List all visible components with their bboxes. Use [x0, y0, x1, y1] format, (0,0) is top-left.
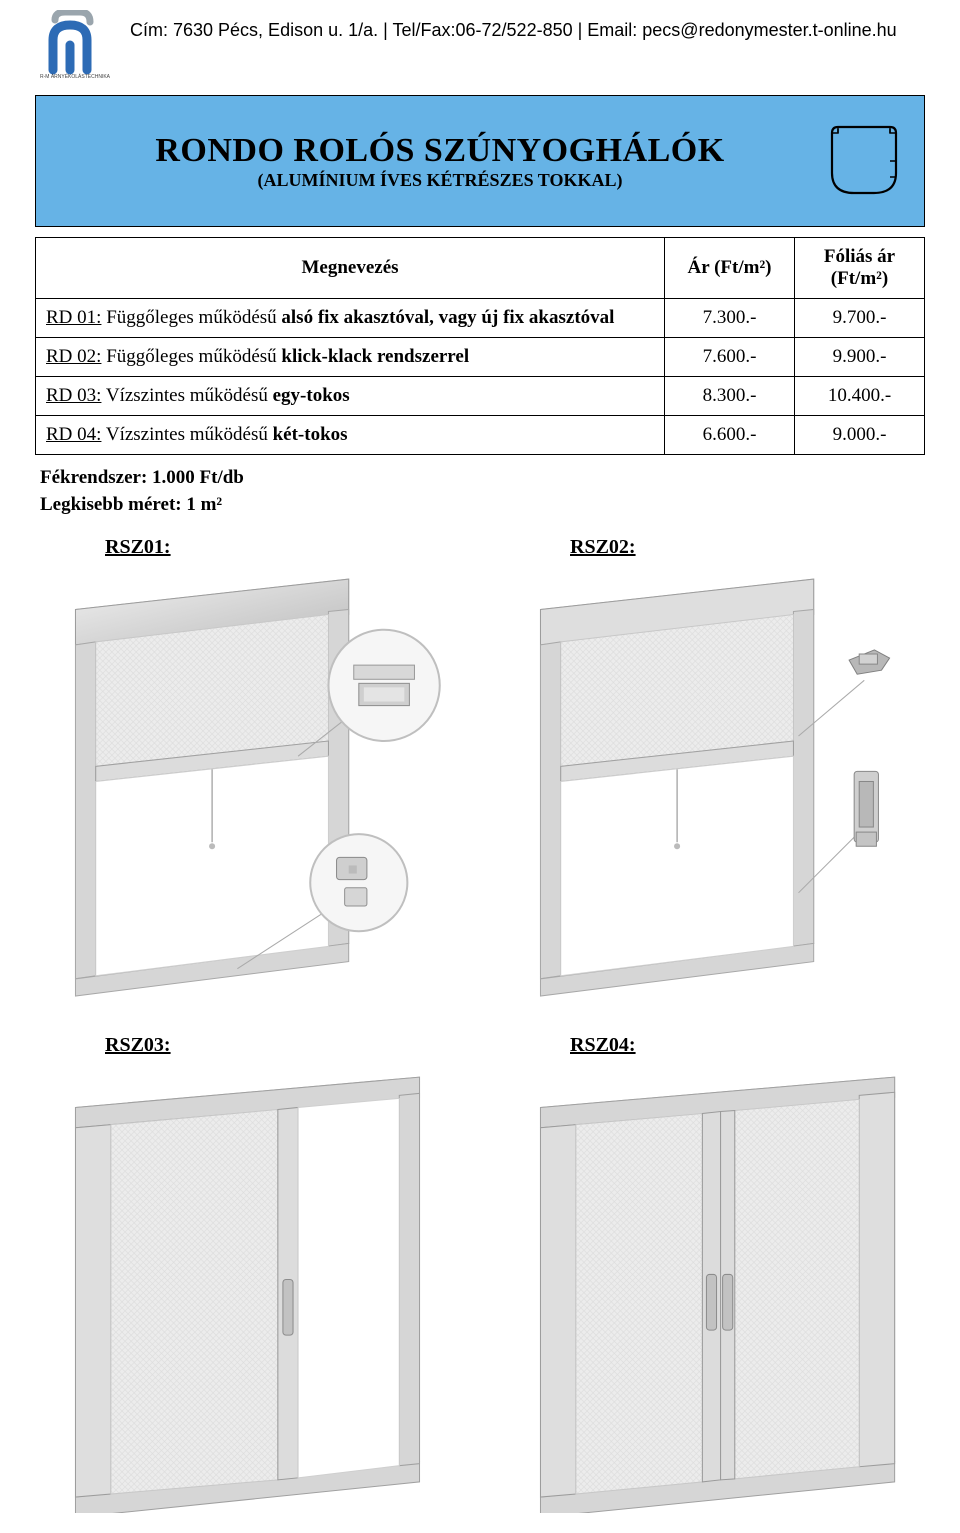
col-header-price: Ár (Ft/m²) — [665, 238, 795, 299]
row-name: RD 03: Vízszintes működésű egy-tokos — [36, 377, 665, 416]
row-code: RD 04: — [46, 424, 101, 445]
svg-text:R-M ÁRNYÉKOLÁSTECHNIKA: R-M ÁRNYÉKOLÁSTECHNIKA — [40, 73, 111, 80]
table-row: RD 01: Függőleges működésű alsó fix akas… — [36, 299, 925, 338]
row-name: RD 01: Függőleges működésű alsó fix akas… — [36, 299, 665, 338]
row-name: RD 04: Vízszintes működésű két-tokos — [36, 416, 665, 455]
row-desc-prefix: Vízszintes működésű — [101, 385, 272, 406]
row-desc-bold: egy-tokos — [273, 385, 350, 406]
drawing-rsz03: RSZ03: — [35, 1034, 460, 1512]
row-price: 7.300.- — [665, 299, 795, 338]
row-desc-bold: klick-klack rendszerrel — [281, 346, 469, 367]
drawing-rsz04: RSZ04: — [500, 1034, 925, 1512]
price-table: Megnevezés Ár (Ft/m²) Fóliás ár (Ft/m²) … — [35, 237, 925, 455]
row-price: 8.300.- — [665, 377, 795, 416]
table-row: RD 03: Vízszintes működésű egy-tokos8.30… — [36, 377, 925, 416]
col-header-foil: Fóliás ár (Ft/m²) — [795, 238, 925, 299]
row-price: 7.600.- — [665, 338, 795, 377]
notes-block: Fékrendszer: 1.000 Ft/db Legkisebb méret… — [40, 465, 925, 518]
company-logo: R-M ÁRNYÉKOLÁSTECHNIKA — [35, 10, 115, 80]
drawing-label: RSZ04: — [570, 1034, 925, 1057]
row-code: RD 03: — [46, 385, 101, 406]
row-foil-price: 9.000.- — [795, 416, 925, 455]
row-code: RD 01: — [46, 307, 101, 328]
row-foil-price: 9.700.- — [795, 299, 925, 338]
table-row: RD 04: Vízszintes működésű két-tokos6.60… — [36, 416, 925, 455]
drawing-rsz01: RSZ01: — [35, 536, 460, 1004]
note-legkisebb: Legkisebb méret: 1 m² — [40, 492, 925, 519]
note-fekrendszer: Fékrendszer: 1.000 Ft/db — [40, 465, 925, 492]
profile-cross-section-icon — [824, 121, 904, 201]
row-desc-bold: két-tokos — [273, 424, 348, 445]
drawing-label: RSZ01: — [105, 536, 460, 559]
col-header-name: Megnevezés — [36, 238, 665, 299]
banner-title: RONDO ROLÓS SZÚNYOGHÁLÓK — [56, 132, 824, 170]
title-banner: RONDO ROLÓS SZÚNYOGHÁLÓK (ALUMÍNIUM ÍVES… — [35, 95, 925, 227]
drawing-label: RSZ02: — [570, 536, 925, 559]
drawings-grid: RSZ01: — [35, 536, 925, 1512]
row-foil-price: 10.400.- — [795, 377, 925, 416]
row-code: RD 02: — [46, 346, 101, 367]
contact-line: Cím: 7630 Pécs, Edison u. 1/a. | Tel/Fax… — [130, 20, 925, 41]
drawing-label: RSZ03: — [105, 1034, 460, 1057]
row-desc-prefix: Függőleges működésű — [101, 307, 281, 328]
drawing-rsz02: RSZ02: — [500, 536, 925, 1004]
table-row: RD 02: Függőleges működésű klick-klack r… — [36, 338, 925, 377]
banner-subtitle: (ALUMÍNIUM ÍVES KÉTRÉSZES TOKKAL) — [56, 170, 824, 191]
row-name: RD 02: Függőleges működésű klick-klack r… — [36, 338, 665, 377]
row-desc-prefix: Függőleges működésű — [101, 346, 281, 367]
page-header: R-M ÁRNYÉKOLÁSTECHNIKA Cím: 7630 Pécs, E… — [35, 10, 925, 80]
row-desc-prefix: Vízszintes működésű — [101, 424, 272, 445]
row-price: 6.600.- — [665, 416, 795, 455]
row-foil-price: 9.900.- — [795, 338, 925, 377]
row-desc-bold: alsó fix akasztóval, vagy új fix akasztó… — [281, 307, 614, 328]
